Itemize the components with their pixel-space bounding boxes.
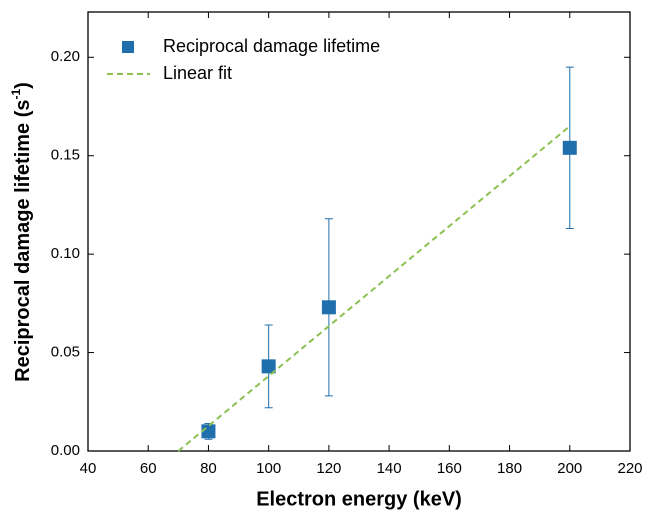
y-axis-title-sup: -1 — [9, 89, 23, 100]
y-tick-label: 0.10 — [51, 245, 80, 262]
marker — [261, 359, 276, 374]
x-tick-label: 100 — [256, 460, 281, 477]
x-tick-label: 160 — [437, 460, 462, 477]
x-tick-label: 140 — [377, 460, 402, 477]
fit-line — [177, 125, 571, 452]
x-tick-label: 220 — [617, 460, 642, 477]
y-tick-label: 0.05 — [51, 344, 80, 361]
marker — [562, 140, 577, 155]
x-tick-label: 120 — [316, 460, 341, 477]
y-axis-title-end: ) — [12, 82, 34, 89]
y-tick-label: 0.20 — [51, 48, 80, 65]
x-axis-title: Electron energy (keV) — [256, 488, 462, 510]
plot-frame — [87, 11, 631, 452]
y-tick-label: 0.00 — [51, 442, 80, 459]
x-tick-label: 200 — [557, 460, 582, 477]
y-axis-title: Reciprocal damage lifetime (s-1) — [9, 82, 34, 382]
x-tick-label: 180 — [497, 460, 522, 477]
y-axis-title-main: Reciprocal damage lifetime (s — [12, 100, 34, 382]
x-tick-label: 80 — [200, 460, 217, 477]
legend-marker — [122, 41, 134, 53]
legend-label: Linear fit — [163, 63, 232, 83]
legend-label: Reciprocal damage lifetime — [163, 36, 380, 56]
y-tick-label: 0.15 — [51, 147, 80, 164]
marker — [321, 300, 336, 315]
x-tick-label: 40 — [80, 460, 97, 477]
x-tick-label: 60 — [140, 460, 157, 477]
